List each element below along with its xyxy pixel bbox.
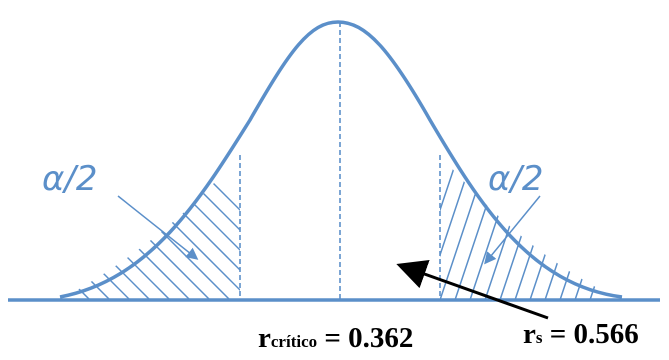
r-critico-subscript: crítico [270,332,318,351]
rs-arrow [396,259,549,320]
alpha-left-pointer [117,195,199,260]
r-critico-symbol: r [258,322,271,354]
r-critico-label: rcrítico = 0.362 [258,322,413,355]
r-s-value: 0.566 [573,318,639,350]
bell-curve [59,20,623,299]
r-s-subscript: s [535,328,543,347]
left-tail-hatching [60,155,240,300]
alpha-right-pointer [484,195,541,265]
alpha-right-label: α/2 [488,159,544,199]
r-s-label: rs = 0.566 [523,318,639,351]
r-critico-equals: = [317,322,349,354]
r-s-symbol: r [523,318,536,350]
r-critico-value: 0.362 [348,322,414,354]
r-s-equals: = [542,318,574,350]
alpha-left-label: α/2 [42,159,98,199]
